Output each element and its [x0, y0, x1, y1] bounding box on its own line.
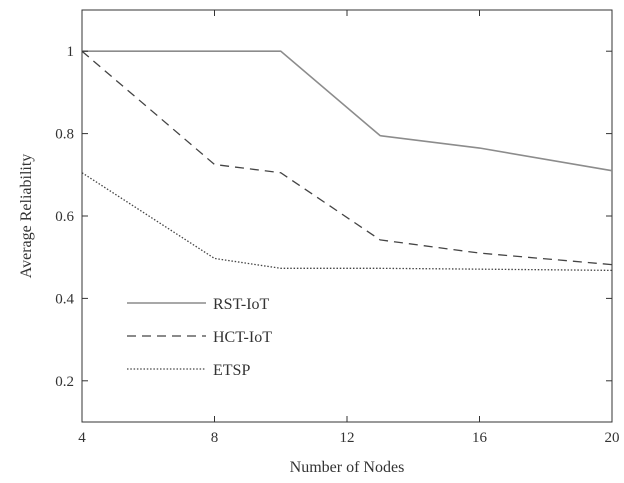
- y-tick-label: 1: [67, 44, 75, 60]
- series-line-rst-iot: [82, 50, 613, 172]
- y-tick-label: 0.8: [55, 127, 74, 143]
- y-tick-label: 0.4: [55, 291, 74, 307]
- series-line-etsp: [81, 172, 613, 272]
- x-tick-label: 16: [472, 430, 488, 446]
- x-tick-label: 20: [605, 430, 620, 446]
- x-tick-label: 12: [340, 430, 355, 446]
- series-line-hct-iot: [81, 50, 613, 266]
- y-axis-title: Average Reliability: [18, 154, 35, 279]
- x-axis-title: Number of Nodes: [290, 459, 405, 476]
- x-tick-label: 8: [211, 430, 219, 446]
- legend: RST-IoT HCT-IoT ETSP: [127, 296, 272, 379]
- legend-label-rst-iot: RST-IoT: [213, 296, 270, 313]
- plot-frame: [81, 9, 613, 423]
- legend-label-hct-iot: HCT-IoT: [213, 329, 272, 346]
- y-tick-label: 0.6: [55, 209, 74, 225]
- legend-label-etsp: ETSP: [213, 362, 250, 379]
- tick-layer: 4 8 12 16 20 0.2 0.4 0.6 0.8 1: [55, 10, 620, 446]
- x-tick-label: 4: [78, 430, 86, 446]
- plot-border: [81, 9, 613, 423]
- series-layer: [81, 50, 613, 272]
- y-tick-label: 0.2: [55, 374, 74, 390]
